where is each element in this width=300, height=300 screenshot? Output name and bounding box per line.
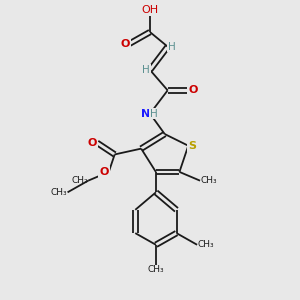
- Text: CH₃: CH₃: [197, 240, 214, 249]
- Text: O: O: [188, 85, 198, 95]
- Text: OH: OH: [141, 4, 159, 15]
- Text: CH₃: CH₃: [200, 176, 217, 185]
- Text: N: N: [141, 109, 150, 119]
- Text: O: O: [99, 167, 109, 177]
- Text: CH₃: CH₃: [148, 265, 164, 274]
- Text: H: H: [142, 65, 150, 75]
- Text: O: O: [88, 138, 97, 148]
- Text: H: H: [150, 109, 158, 119]
- Text: H: H: [168, 42, 176, 52]
- Text: S: S: [188, 141, 196, 151]
- Text: O: O: [120, 39, 129, 49]
- Text: CH₂: CH₂: [71, 176, 88, 185]
- Text: CH₃: CH₃: [51, 188, 68, 197]
